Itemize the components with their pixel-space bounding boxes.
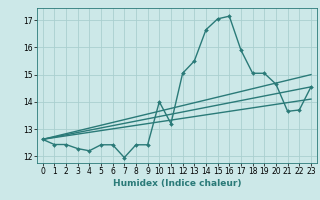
X-axis label: Humidex (Indice chaleur): Humidex (Indice chaleur) xyxy=(113,179,241,188)
